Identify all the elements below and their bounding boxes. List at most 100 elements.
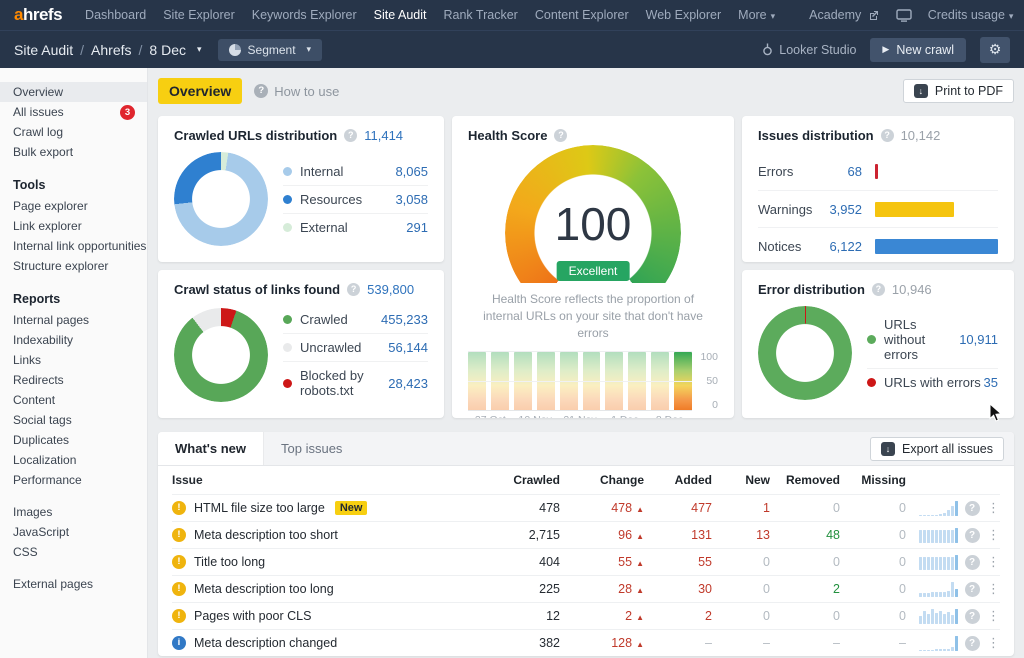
sidebar-item-duplicates[interactable]: Duplicates (0, 430, 147, 450)
sidebar-item-overview[interactable]: Overview (0, 82, 147, 102)
breadcrumb-project[interactable]: Ahrefs (91, 41, 132, 58)
nav-item-academy[interactable]: Academy (809, 8, 879, 22)
sidebar-item-crawl-log[interactable]: Crawl log (0, 122, 147, 142)
nav-item-keywords-explorer[interactable]: Keywords Explorer (251, 8, 357, 22)
missing-value[interactable]: 0 (899, 609, 906, 623)
change-value[interactable]: 128 ▲ (611, 636, 644, 650)
export-all-issues-button[interactable]: ↓ Export all issues (869, 436, 1004, 461)
nav-item-web-explorer[interactable]: Web Explorer (645, 8, 722, 22)
added-value[interactable]: 55 (698, 555, 712, 569)
help-circle-icon[interactable]: ? (964, 528, 980, 543)
sidebar-item-localization[interactable]: Localization (0, 450, 147, 470)
sidebar-item-link-explorer[interactable]: Link explorer (0, 216, 147, 236)
display-icon[interactable] (896, 8, 912, 22)
issue-name-link[interactable]: Meta description too short (194, 528, 338, 542)
tab-whats-new[interactable]: What's new (158, 432, 264, 465)
help-circle-icon[interactable]: ? (964, 609, 980, 624)
nav-item-content-explorer[interactable]: Content Explorer (534, 8, 629, 22)
help-circle-icon[interactable]: ? (964, 582, 980, 597)
kebab-menu-icon[interactable]: ⋮ (987, 635, 1000, 650)
missing-value[interactable]: 0 (899, 501, 906, 515)
issue-name-link[interactable]: HTML file size too large (194, 501, 325, 515)
removed-value[interactable]: 0 (833, 501, 840, 515)
kebab-menu-icon[interactable]: ⋮ (987, 527, 1000, 542)
sidebar-item-internal-pages[interactable]: Internal pages (0, 310, 147, 330)
kebab-menu-icon[interactable]: ⋮ (987, 581, 1000, 596)
tab-top-issues[interactable]: Top issues (281, 441, 343, 456)
sidebar-item-images[interactable]: Images (0, 502, 147, 522)
issues-dist-value[interactable]: 3,952 (829, 201, 862, 217)
sidebar-item-external-pages[interactable]: External pages (0, 574, 147, 594)
legend-value[interactable]: 291 (406, 219, 428, 235)
legend-value[interactable]: 10,911 (959, 331, 998, 347)
ahrefs-logo[interactable]: ahrefs (14, 5, 63, 25)
card-total-link[interactable]: 11,414 (364, 128, 404, 143)
missing-value[interactable]: 0 (899, 582, 906, 596)
settings-button[interactable]: ⚙ (980, 36, 1010, 63)
missing-value[interactable]: – (899, 636, 906, 650)
sidebar-item-internal-link-opportunities[interactable]: Internal link opportunities (0, 236, 147, 256)
kebab-menu-icon[interactable]: ⋮ (987, 500, 1000, 515)
info-circle-icon[interactable]: ? (880, 129, 894, 142)
crawled-value[interactable]: 2,715 (528, 528, 560, 542)
sidebar-item-all-issues[interactable]: All issues 3 (0, 102, 147, 122)
sidebar-item-css[interactable]: CSS (0, 542, 147, 562)
sidebar-item-structure-explorer[interactable]: Structure explorer (0, 256, 147, 276)
sidebar-item-content[interactable]: Content (0, 390, 147, 410)
breadcrumb-crawl-date[interactable]: 8 Dec (149, 41, 186, 58)
how-to-use-link[interactable]: ? How to use (254, 84, 339, 99)
overview-tab[interactable]: Overview (158, 78, 243, 104)
change-value[interactable]: 478 ▲ (611, 501, 644, 515)
sidebar-item-redirects[interactable]: Redirects (0, 370, 147, 390)
segment-button[interactable]: Segment ▾ (217, 38, 323, 61)
missing-value[interactable]: 0 (899, 528, 906, 542)
sidebar-item-performance[interactable]: Performance (0, 470, 147, 490)
issue-name-link[interactable]: Title too long (194, 555, 266, 569)
change-value[interactable]: 55 ▲ (618, 555, 644, 569)
removed-value[interactable]: 0 (833, 609, 840, 623)
added-value[interactable]: 2 (705, 609, 712, 623)
added-value[interactable]: 30 (698, 582, 712, 596)
help-circle-icon[interactable]: ? (964, 501, 980, 516)
card-total-link[interactable]: 539,800 (367, 282, 415, 297)
help-circle-icon[interactable]: ? (964, 636, 980, 651)
info-circle-icon[interactable]: ? (554, 129, 568, 142)
sidebar-item-social-tags[interactable]: Social tags (0, 410, 147, 430)
crawled-value[interactable]: 404 (539, 555, 560, 569)
issue-name-link[interactable]: Pages with poor CLS (194, 609, 312, 623)
crawled-value[interactable]: 12 (546, 609, 560, 623)
legend-value[interactable]: 56,144 (388, 340, 428, 355)
sidebar-item-page-explorer[interactable]: Page explorer (0, 196, 147, 216)
new-value[interactable]: 1 (763, 501, 770, 515)
nav-item-site-audit[interactable]: Site Audit (373, 8, 427, 22)
issues-dist-value[interactable]: 6,122 (829, 238, 862, 254)
looker-studio-link[interactable]: Looker Studio (762, 43, 856, 57)
sidebar-item-links[interactable]: Links (0, 350, 147, 370)
issue-name-link[interactable]: Meta description changed (194, 636, 338, 650)
added-value[interactable]: 477 (691, 501, 712, 515)
change-value[interactable]: 2 ▲ (625, 609, 644, 623)
nav-item-dashboard[interactable]: Dashboard (85, 8, 147, 22)
crawled-value[interactable]: 478 (539, 501, 560, 515)
crawled-value[interactable]: 225 (539, 582, 560, 596)
legend-value[interactable]: 3,058 (395, 191, 428, 207)
new-value[interactable]: – (763, 636, 770, 650)
issue-name-link[interactable]: Meta description too long (194, 582, 334, 596)
sidebar-item-javascript[interactable]: JavaScript (0, 522, 147, 542)
removed-value[interactable]: 2 (833, 582, 840, 596)
nav-item-rank-tracker[interactable]: Rank Tracker (443, 8, 518, 22)
new-value[interactable]: 0 (763, 582, 770, 596)
kebab-menu-icon[interactable]: ⋮ (987, 608, 1000, 623)
help-circle-icon[interactable]: ? (964, 555, 980, 570)
new-value[interactable]: 0 (763, 555, 770, 569)
new-crawl-button[interactable]: ▶ New crawl (870, 37, 966, 62)
breadcrumb-site-audit[interactable]: Site Audit (14, 41, 74, 58)
change-value[interactable]: 28 ▲ (618, 582, 644, 596)
info-circle-icon[interactable]: ? (871, 283, 885, 296)
kebab-menu-icon[interactable]: ⋮ (987, 554, 1000, 569)
added-value[interactable]: – (705, 636, 712, 650)
removed-value[interactable]: – (833, 636, 840, 650)
sidebar-item-bulk-export[interactable]: Bulk export (0, 142, 147, 162)
removed-value[interactable]: 48 (826, 528, 840, 542)
print-to-pdf-button[interactable]: ↓ Print to PDF (902, 79, 1014, 103)
